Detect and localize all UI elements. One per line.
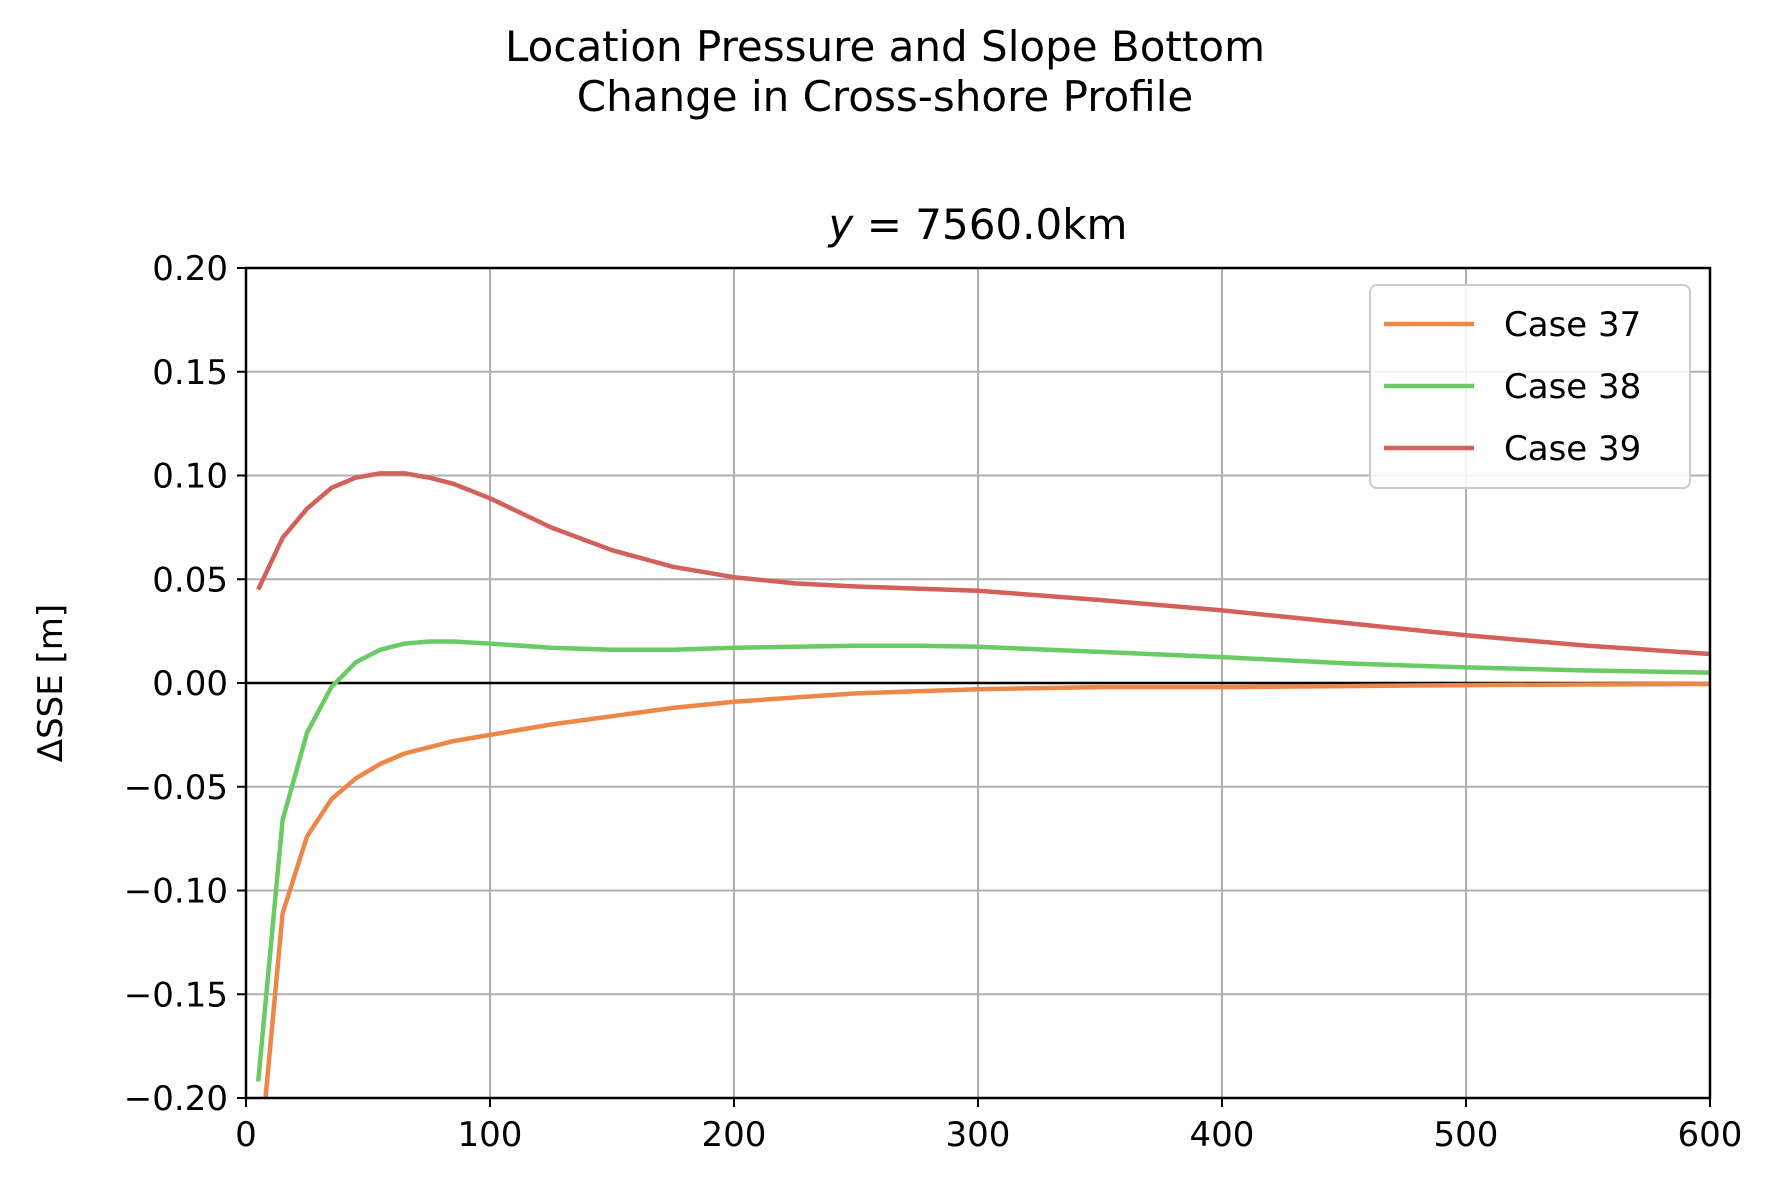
x-tick-label: 400 — [1190, 1115, 1255, 1155]
legend-label: Case 39 — [1504, 429, 1641, 469]
series-line-case-38 — [255, 639, 1711, 1082]
x-tick-label: 300 — [946, 1115, 1011, 1155]
x-tick-label: 0 — [235, 1115, 257, 1155]
series-line-case-39 — [256, 471, 1711, 657]
x-tick-label: 200 — [702, 1115, 767, 1155]
y-tick-label: 0.10 — [152, 457, 228, 497]
y-axis-label: ΔSSE [m] — [31, 604, 71, 762]
legend: Case 37 Case 38 Case 39 — [1369, 284, 1691, 489]
tick-layer: 0 100 200 300 400 500 600 −0.20 −0.15 −0.10 −0.05 0… — [124, 249, 1743, 1155]
y-tick-label: 0.15 — [152, 353, 228, 393]
y-tick-label: 0.05 — [152, 560, 228, 600]
x-tick-label: 500 — [1434, 1115, 1499, 1155]
axes-title: y = 7560.0km — [246, 200, 1710, 250]
series-line-case-37 — [263, 681, 1711, 1099]
y-tick-label: −0.15 — [124, 975, 228, 1015]
series-layer — [255, 471, 1711, 1099]
suptitle-line-1: Location Pressure and Slope Bottom — [505, 22, 1265, 71]
legend-frame — [1369, 284, 1691, 489]
y-tick-label: −0.10 — [124, 872, 228, 912]
figure-suptitle: Location Pressure and Slope Bottom Chang… — [0, 22, 1770, 122]
x-tick-label: 100 — [458, 1115, 523, 1155]
y-tick-label: 0.20 — [152, 249, 228, 289]
y-tick-label: −0.20 — [124, 1079, 228, 1119]
legend-label: Case 37 — [1504, 305, 1641, 345]
axes-title-value: = 7560.0km — [853, 200, 1128, 249]
y-tick-label: −0.05 — [124, 768, 228, 808]
suptitle-line-2: Change in Cross-shore Profile — [576, 72, 1194, 121]
y-tick-label: 0.00 — [152, 664, 228, 704]
legend-label: Case 38 — [1504, 367, 1641, 407]
x-tick-label: 600 — [1678, 1115, 1743, 1155]
axes-title-variable: y — [828, 200, 854, 249]
